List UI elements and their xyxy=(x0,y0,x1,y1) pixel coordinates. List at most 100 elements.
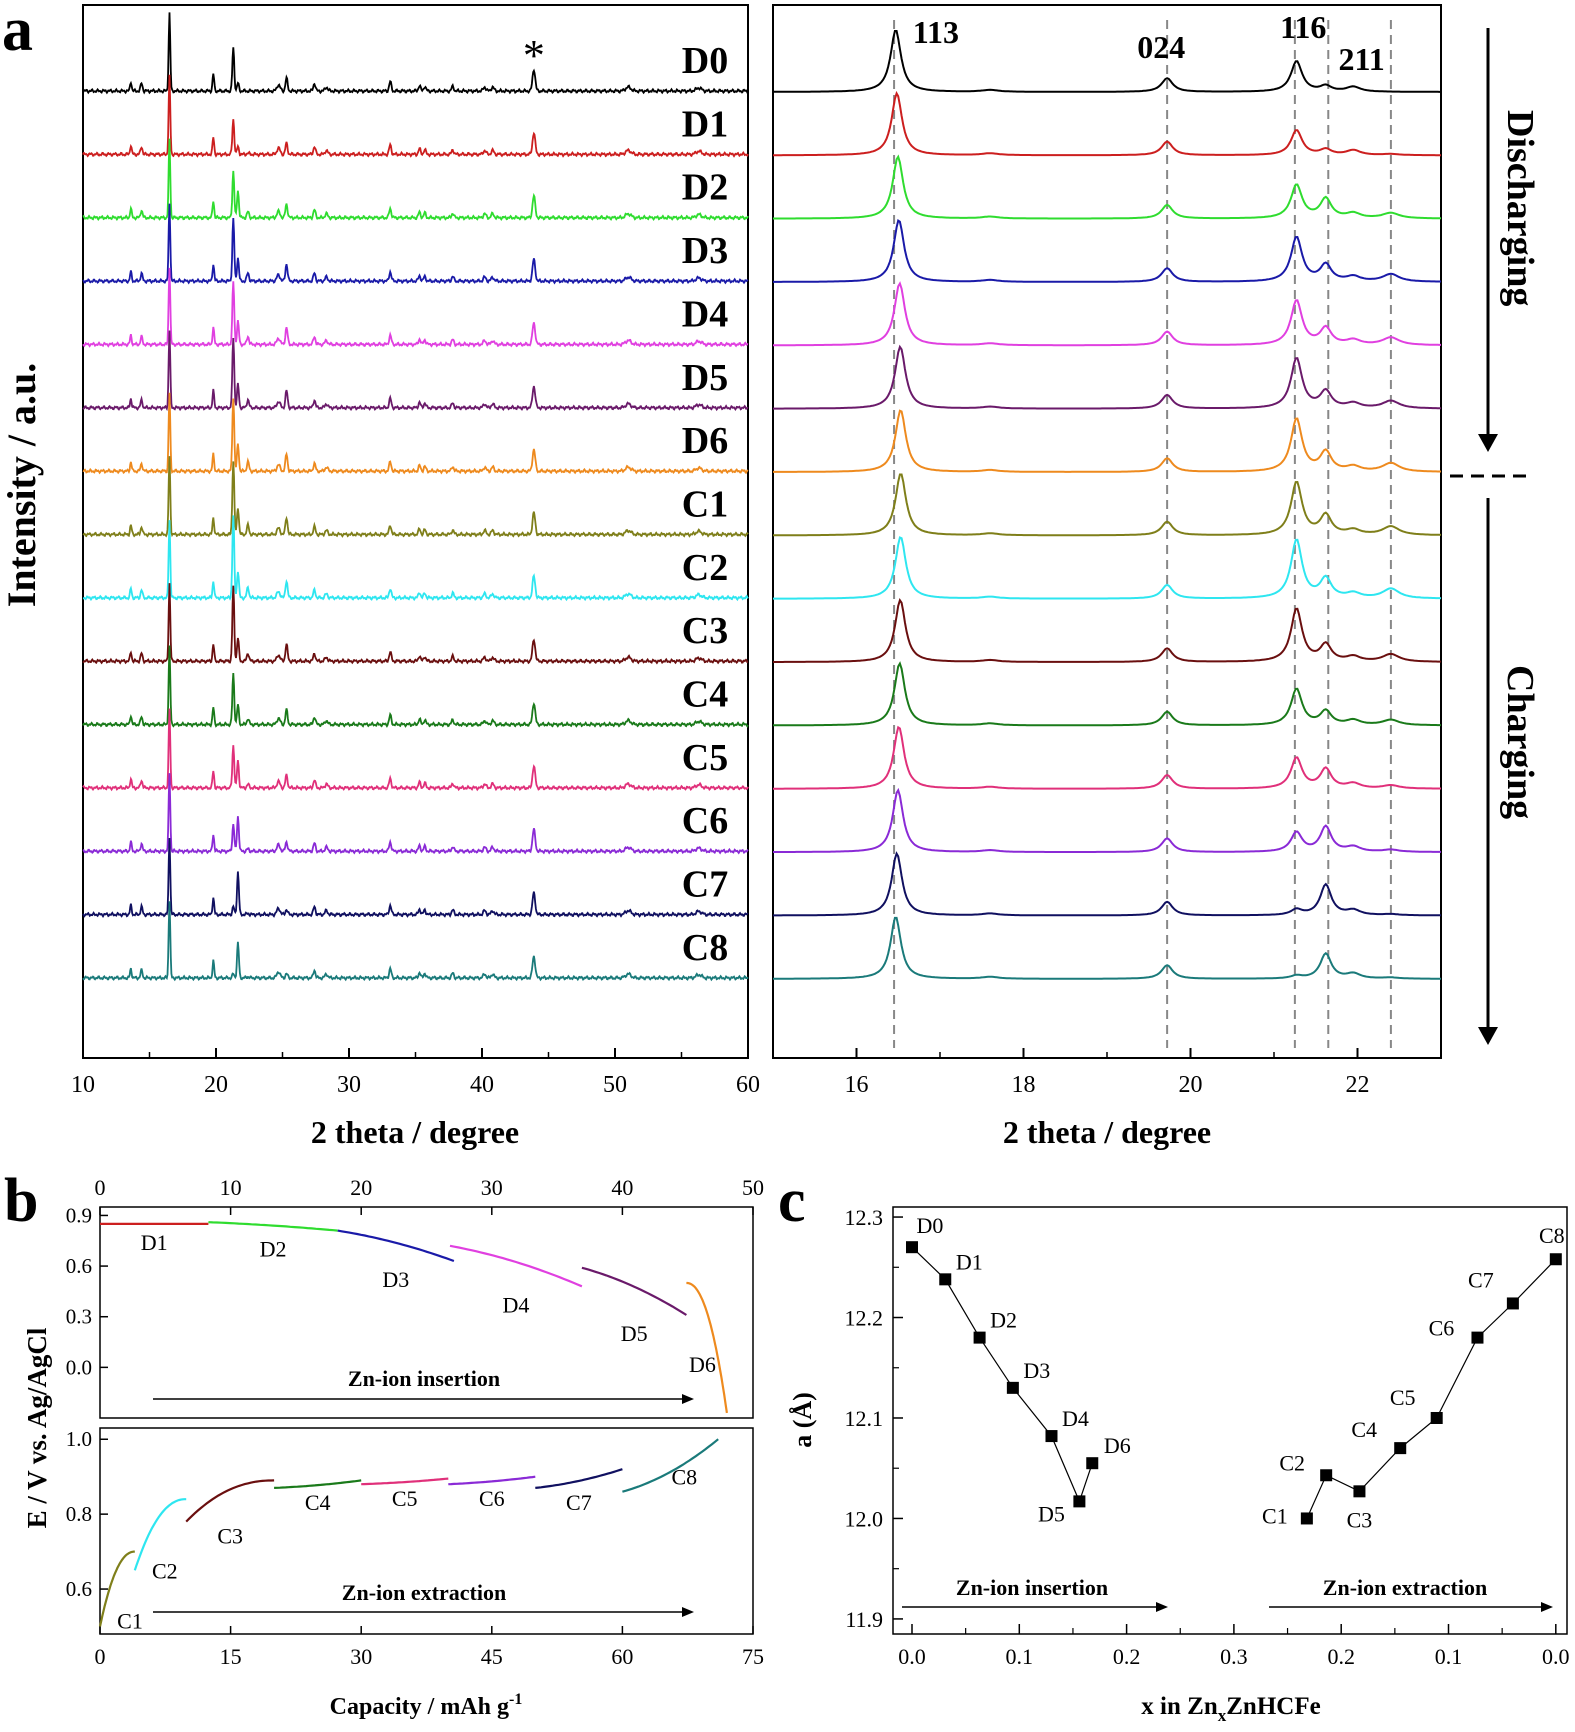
panel-a-xrd-zoom: 16 18 20 22 2 theta / degree 113 024 116 211 D… xyxy=(772,4,1541,1150)
charge-segment-label-c2: C2 xyxy=(152,1558,178,1583)
xrd-full-frame xyxy=(82,4,749,1059)
xrd-full-series-group: D0 D1 D2 D3 D4 D5 D6 C1 C2 C3 C4 C5 C6 C7 C8 xyxy=(82,12,749,982)
lattice-point-c2 xyxy=(1320,1469,1333,1482)
lattice-point-label-d3: D3 xyxy=(1023,1358,1050,1383)
discharge-curve-d6 xyxy=(686,1281,728,1414)
panel-label-b: b xyxy=(4,1167,38,1235)
xrd-zoom-series-group xyxy=(773,30,1442,980)
capacity-bottom-tick-label: 60 xyxy=(611,1644,633,1669)
c-extraction-arrow-head xyxy=(1541,1602,1553,1612)
charge-curve-c4 xyxy=(274,1479,362,1489)
xrd-full-x-tick-label: 10 xyxy=(71,1072,95,1098)
lattice-point-c6 xyxy=(1471,1331,1484,1344)
lattice-x-tick-label: 0.1 xyxy=(1435,1644,1463,1669)
lattice-y-tick-label: 12.3 xyxy=(845,1205,884,1230)
lattice-point-label-d2: D2 xyxy=(990,1308,1017,1333)
xrd-zoom-pattern-d1 xyxy=(773,90,1441,157)
xrd-zoom-pattern-c6 xyxy=(773,787,1441,853)
lattice-x-tick-label: 0.2 xyxy=(1327,1644,1355,1669)
lattice-point-label-d0: D0 xyxy=(917,1213,944,1238)
xrd-zoom-pattern-d3 xyxy=(773,218,1441,283)
lattice-xlabel-post: ZnHCFe xyxy=(1226,1693,1320,1720)
voltage-y-axis-label: E / V vs. Ag/AgCl xyxy=(22,1327,52,1528)
xrd-series-label-c1: C1 xyxy=(682,483,728,525)
xrd-pattern-c8 xyxy=(82,901,749,982)
lattice-y-ticks: 12.3 12.2 12.1 12.0 11.9 xyxy=(845,1205,903,1632)
insertion-arrow-label: Zn-ion insertion xyxy=(348,1366,500,1391)
lattice-point-d0 xyxy=(906,1241,918,1254)
lattice-point-c1 xyxy=(1300,1512,1313,1525)
panel-b-voltage: b E / V vs. Ag/AgCl 0 10 20 30 40 50 0 15 30 45 6… xyxy=(4,1167,764,1720)
lattice-y-tick-label: 12.0 xyxy=(845,1506,884,1531)
zoom-peak-labels: 113 024 116 211 xyxy=(913,9,1385,77)
charge-curve-c7 xyxy=(535,1468,623,1489)
xrd-zoom-x-tick-label: 20 xyxy=(1179,1072,1203,1098)
lattice-y-tick-label: 12.2 xyxy=(845,1306,884,1331)
charge-y-tick-label: 0.8 xyxy=(66,1502,92,1526)
lattice-y-tick-label: 12.1 xyxy=(845,1406,884,1431)
lattice-point-d6 xyxy=(1086,1457,1099,1470)
lattice-frame xyxy=(892,1206,1568,1635)
xrd-zoom-pattern-c5 xyxy=(773,725,1441,790)
charge-curve-c1 xyxy=(98,1550,135,1627)
peak-label-113: 113 xyxy=(913,14,959,50)
lattice-point-d4 xyxy=(1045,1430,1058,1443)
lattice-x-tick-label: 0.0 xyxy=(1542,1644,1570,1669)
discharge-curve-d2 xyxy=(208,1221,338,1232)
lattice-point-c8 xyxy=(1549,1253,1562,1266)
capacity-top-axis-ticks: 0 10 20 30 40 50 xyxy=(95,1175,764,1215)
discharging-label: Discharging xyxy=(1499,110,1541,306)
lattice-x-tick-label: 0.1 xyxy=(1006,1644,1034,1669)
panel-a-xrd: a Intensity / a.u. 10 20 30 40 50 60 2 theta … xyxy=(0,0,760,1150)
discharge-segment-label-d2: D2 xyxy=(260,1237,287,1262)
charge-subplot-frame xyxy=(99,1427,754,1635)
xrd-full-x-tick-label: 30 xyxy=(337,1072,361,1098)
lattice-point-label-c2: C2 xyxy=(1279,1450,1305,1475)
xrd-full-x-tick-label: 20 xyxy=(204,1072,228,1098)
lattice-x-tick-label: 0.3 xyxy=(1220,1644,1248,1669)
lattice-x-ticks: 0.0 0.1 0.2 0.3 0.2 0.1 0.0 xyxy=(898,1624,1570,1669)
capacity-top-tick-label: 20 xyxy=(350,1175,372,1200)
xrd-series-label-c4: C4 xyxy=(682,674,728,716)
discharge-segment-label-d4: D4 xyxy=(503,1292,530,1317)
xrd-series-label-d5: D5 xyxy=(682,357,728,399)
xrd-series-label-c6: C6 xyxy=(682,800,728,842)
charge-segment-label-c5: C5 xyxy=(392,1486,418,1511)
lattice-x-tick-label: 0.2 xyxy=(1113,1644,1141,1669)
discharging-arrow-head xyxy=(1478,434,1498,452)
xrd-pattern-d2 xyxy=(82,138,749,222)
capacity-top-tick-label: 40 xyxy=(611,1175,633,1200)
lattice-insertion-line xyxy=(911,1246,1093,1504)
capacity-bottom-tick-label: 0 xyxy=(95,1644,106,1669)
discharge-segments: D1 D2 D3 D4 D5 D6 xyxy=(100,1221,728,1414)
lattice-point-d3 xyxy=(1006,1381,1019,1394)
xrd-zoom-pattern-d0 xyxy=(773,30,1441,93)
lattice-point-label-c7: C7 xyxy=(1468,1267,1494,1292)
xrd-zoom-pattern-d2 xyxy=(773,154,1441,220)
discharge-y-tick-label: 0.3 xyxy=(66,1305,92,1329)
capacity-bottom-tick-label: 15 xyxy=(220,1644,242,1669)
charge-segments: C1 C2 C3 C4 C5 C6 C7 C8 xyxy=(98,1438,719,1634)
xrd-series-label-d0: D0 xyxy=(682,40,728,82)
capacity-bottom-axis-ticks: 0 15 30 45 60 75 xyxy=(95,1626,764,1669)
xrd-series-label-d1: D1 xyxy=(682,103,728,145)
charge-segment-label-c4: C4 xyxy=(305,1490,331,1515)
capacity-top-tick-label: 30 xyxy=(481,1175,503,1200)
discharge-segment-label-d5: D5 xyxy=(621,1321,648,1346)
xrd-zoom-pattern-c7 xyxy=(773,851,1441,917)
panel-label-c: c xyxy=(778,1167,806,1235)
xrd-pattern-c7 xyxy=(82,837,749,918)
lattice-xlabel-sub: x xyxy=(1218,1706,1227,1725)
lattice-point-label-c8: C8 xyxy=(1539,1223,1565,1248)
lattice-point-c3 xyxy=(1353,1485,1366,1498)
direction-indicators: Discharging Charging xyxy=(1450,28,1541,1045)
charging-label: Charging xyxy=(1499,665,1541,819)
xrd-pattern-d4 xyxy=(82,267,749,348)
lattice-x-tick-label: 0.0 xyxy=(898,1644,926,1669)
peak-label-024: 024 xyxy=(1137,29,1185,65)
xrd-pattern-c6 xyxy=(82,773,749,855)
lattice-point-c7 xyxy=(1506,1297,1519,1310)
xrd-pattern-d5 xyxy=(82,330,749,412)
charge-segment-label-c6: C6 xyxy=(479,1486,505,1511)
capacity-label-superscript: -1 xyxy=(509,1691,522,1708)
